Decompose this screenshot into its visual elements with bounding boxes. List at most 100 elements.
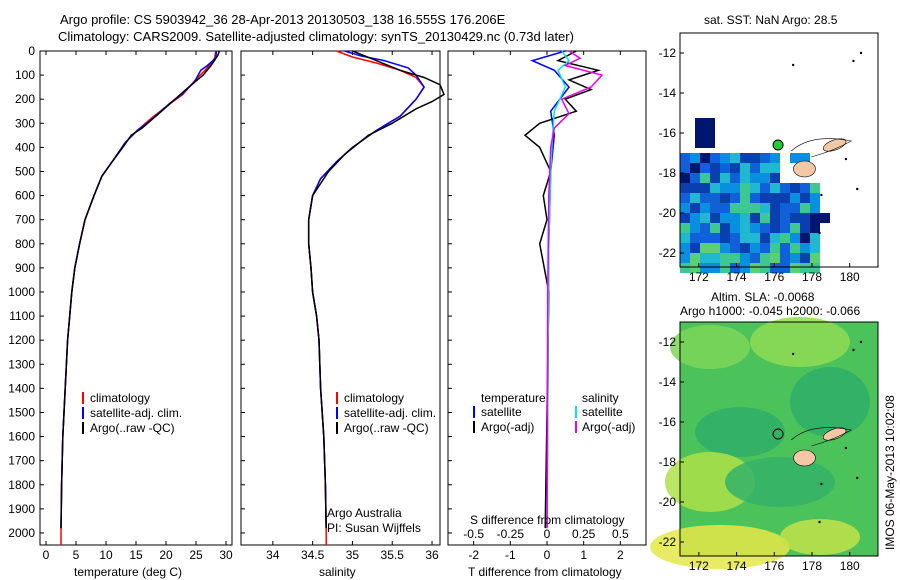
- sst-cell: [690, 213, 700, 223]
- legend-label-t-satellite: satellite: [481, 405, 522, 419]
- depth-tick-label: 1800: [8, 478, 35, 492]
- sst-cell: [680, 253, 690, 263]
- sst-cell: [810, 263, 820, 273]
- sst-cell: [770, 223, 780, 233]
- depth-axis: 0 100 200 300 400 500 600 700 800 900 1000 1100 1200…: [8, 44, 452, 540]
- difference-series: [523, 50, 604, 529]
- legend-label-climatology: climatology: [344, 391, 404, 405]
- x-tick-label: 1: [580, 548, 587, 562]
- depth-tick-label: 1300: [8, 357, 35, 371]
- sst-cell: [720, 193, 730, 203]
- small-island: [818, 520, 821, 524]
- sst-cell: [790, 253, 800, 263]
- sst-cell: [780, 233, 790, 243]
- small-island: [844, 446, 848, 450]
- map-frame: [679, 321, 879, 557]
- x-tick-label: 36: [425, 548, 439, 562]
- sst-cell: [770, 153, 780, 163]
- sst-cell: [710, 243, 720, 253]
- legend-label-satellite: satellite-adj. clim.: [90, 406, 182, 420]
- argo-position-marker: [772, 428, 784, 440]
- sst-cell: [750, 153, 760, 163]
- sst-cell: [690, 163, 700, 173]
- depth-tick-label: 100: [15, 68, 35, 82]
- sst-cell: [770, 243, 780, 253]
- legend-label-satellite: satellite-adj. clim.: [344, 406, 436, 420]
- argo-position-marker: [772, 139, 784, 151]
- sst-cell: [705, 138, 715, 148]
- salinity-x-axis: 34 34.5 35 35.5 36: [266, 51, 439, 562]
- depth-tick-label: 1900: [8, 502, 35, 516]
- sst-cell: [690, 223, 700, 233]
- sst-cell: [705, 118, 715, 128]
- sst-cell: [690, 153, 700, 163]
- legend-label-argo: Argo(..raw -QC): [344, 421, 429, 435]
- depth-tick-label: 500: [15, 164, 35, 178]
- sst-cell: [700, 153, 710, 163]
- sst-cell: [740, 183, 750, 193]
- sst-cell: [680, 163, 690, 173]
- map-y-tick-label: -22: [659, 535, 677, 549]
- sst-cell: [700, 213, 710, 223]
- sst-cell: [800, 183, 810, 193]
- sst-cell: [770, 253, 780, 263]
- series-line: [307, 50, 426, 529]
- sst-cell: [770, 233, 780, 243]
- sst-cell: [710, 203, 720, 213]
- s-tick-label: 0.25: [572, 527, 596, 541]
- sst-cell: [690, 253, 700, 263]
- depth-tick-label: 700: [15, 213, 35, 227]
- temperature-series: [60, 50, 221, 545]
- sst-cell: [770, 203, 780, 213]
- sst-cell: [760, 243, 770, 253]
- reef-outline: [791, 138, 853, 158]
- sst-cell: [710, 253, 720, 263]
- depth-tick-label: 1700: [8, 454, 35, 468]
- depth-tick-label: 1500: [8, 405, 35, 419]
- depth-tick-label: 1400: [8, 381, 35, 395]
- salinity-xlabel: salinity: [319, 565, 356, 579]
- small-island: [856, 476, 859, 480]
- sst-cell: [730, 243, 740, 253]
- legend-label-argo: Argo(..raw -QC): [90, 421, 175, 435]
- sla-blob: [695, 407, 785, 457]
- sst-cell: [800, 233, 810, 243]
- salinity-panel: [240, 50, 441, 546]
- sst-cell: [770, 183, 780, 193]
- sst-cell: [710, 233, 720, 243]
- sst-cell: [740, 193, 750, 203]
- sst-cell: [690, 243, 700, 253]
- s-difference-xlabel: S difference from climatology: [470, 513, 625, 527]
- depth-tick-label: 1100: [9, 309, 35, 323]
- sst-cell: [790, 183, 800, 193]
- map-y-tick-label: -22: [659, 246, 677, 260]
- map-y-tick-label: -20: [659, 206, 677, 220]
- argo-australia-note: Argo Australia: [327, 506, 402, 520]
- sst-cell: [760, 173, 770, 183]
- sla-blob: [725, 457, 835, 507]
- sst-cell: [760, 163, 770, 173]
- x-tick-label: 35: [346, 548, 360, 562]
- sst-cell: [740, 213, 750, 223]
- map-x-tick-label: 178: [802, 270, 822, 284]
- sst-cell: [720, 233, 730, 243]
- s-tick-label: 0: [544, 527, 551, 541]
- sst-cell: [780, 253, 790, 263]
- title-line2: Climatology: CARS2009. Satellite-adjuste…: [58, 29, 574, 44]
- sst-cell: [790, 233, 800, 243]
- sst-cell: [790, 223, 800, 233]
- sst-cell: [760, 183, 770, 193]
- sst-cell: [790, 153, 800, 163]
- sst-cell: [810, 213, 820, 223]
- sst-cell: [750, 253, 760, 263]
- map-x-tick-label: 174: [727, 270, 747, 284]
- sst-cell: [760, 153, 770, 163]
- depth-tick-label: 1200: [8, 333, 35, 347]
- sst-cell: [705, 128, 715, 138]
- temperature-panel: [39, 50, 233, 546]
- sla-blob: [790, 367, 870, 437]
- reef-outline: [791, 427, 853, 447]
- sst-cell: [680, 153, 690, 163]
- sst-cell: [750, 223, 760, 233]
- small-island: [791, 352, 795, 356]
